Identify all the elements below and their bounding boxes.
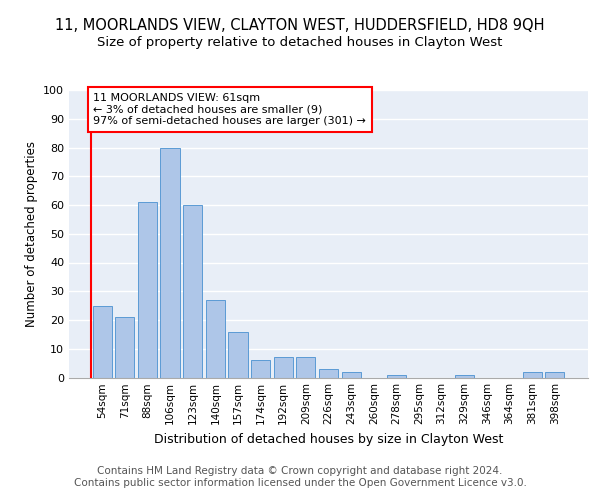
Bar bbox=[455, 374, 474, 378]
Text: Size of property relative to detached houses in Clayton West: Size of property relative to detached ho… bbox=[97, 36, 503, 49]
Bar bbox=[274, 358, 293, 378]
Bar bbox=[387, 374, 406, 378]
Bar bbox=[523, 372, 542, 378]
Bar bbox=[229, 332, 248, 378]
Bar bbox=[138, 202, 157, 378]
Y-axis label: Number of detached properties: Number of detached properties bbox=[25, 141, 38, 327]
X-axis label: Distribution of detached houses by size in Clayton West: Distribution of detached houses by size … bbox=[154, 433, 503, 446]
Bar bbox=[92, 306, 112, 378]
Text: 11 MOORLANDS VIEW: 61sqm
← 3% of detached houses are smaller (9)
97% of semi-det: 11 MOORLANDS VIEW: 61sqm ← 3% of detache… bbox=[93, 93, 366, 126]
Bar bbox=[183, 205, 202, 378]
Text: Contains HM Land Registry data © Crown copyright and database right 2024.
Contai: Contains HM Land Registry data © Crown c… bbox=[74, 466, 526, 487]
Bar bbox=[251, 360, 270, 378]
Bar bbox=[296, 358, 316, 378]
Bar bbox=[319, 369, 338, 378]
Bar bbox=[545, 372, 565, 378]
Text: 11, MOORLANDS VIEW, CLAYTON WEST, HUDDERSFIELD, HD8 9QH: 11, MOORLANDS VIEW, CLAYTON WEST, HUDDER… bbox=[55, 18, 545, 32]
Bar bbox=[206, 300, 225, 378]
Bar bbox=[115, 317, 134, 378]
Bar bbox=[160, 148, 180, 378]
Bar bbox=[341, 372, 361, 378]
